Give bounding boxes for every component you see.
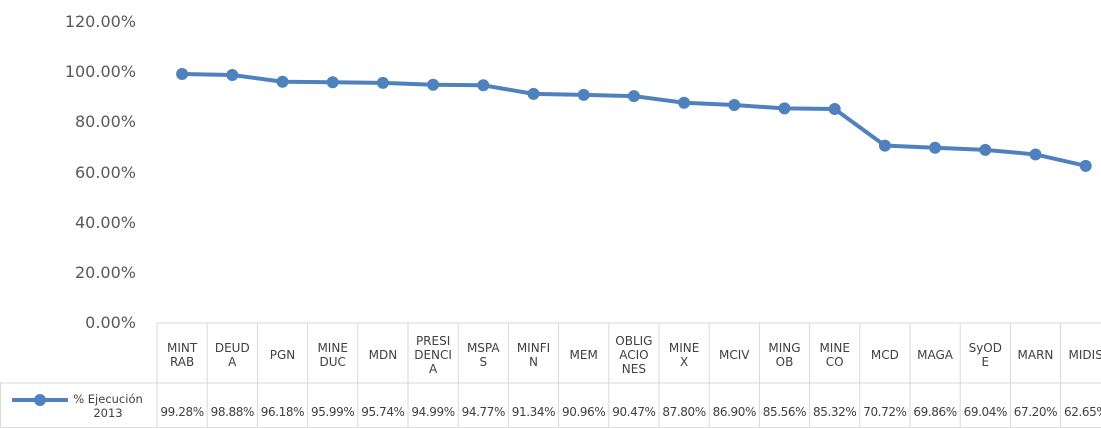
x-tick-label: SyODE [968, 341, 1002, 369]
data-label: 62.65% [1064, 405, 1101, 419]
marker [226, 68, 239, 81]
legend-key [34, 394, 46, 406]
data-label: 90.96% [562, 405, 606, 419]
y-tick-label: 20.00% [74, 262, 136, 282]
marker [376, 76, 389, 89]
marker [678, 96, 691, 109]
data-label: 96.18% [260, 405, 305, 419]
data-label: 94.77% [461, 405, 506, 419]
legend-label: % Ejecución 2013 [73, 392, 143, 420]
x-tick-label: MINFIN [516, 341, 551, 369]
y-tick-label: 40.00% [74, 212, 136, 232]
y-tick-label: 0.00% [85, 313, 136, 332]
marker [627, 90, 640, 103]
data-label: 91.34% [511, 405, 556, 419]
data-label: 87.80% [662, 405, 706, 419]
marker [477, 79, 490, 92]
y-tick-label: 100.00% [64, 62, 136, 82]
marker [527, 87, 540, 100]
x-tick-label: MDN [368, 348, 398, 362]
marker [577, 88, 590, 101]
data-label: 95.99% [311, 405, 355, 419]
x-tick-label: MARN [1017, 348, 1054, 362]
data-label: 70.72% [863, 405, 907, 419]
data-label: 85.32% [813, 405, 857, 419]
x-tick-label: MEM [569, 348, 598, 362]
x-tick-label: MCIV [719, 348, 750, 362]
data-label: 99.28% [160, 405, 204, 419]
data-label: 98.88% [210, 405, 255, 419]
marker [427, 78, 440, 91]
marker [176, 67, 189, 80]
x-tick-label: MAGA [917, 348, 954, 362]
data-label: 95.74% [361, 405, 405, 419]
data-label: 90.47% [612, 405, 656, 419]
x-tick-label: PGN [269, 348, 296, 362]
x-tick-label: MINTRAB [166, 341, 198, 369]
x-tick-label: OBLIGACIONES [615, 334, 653, 376]
x-tick-label: MSPAS [466, 341, 500, 369]
data-label: 85.56% [762, 405, 807, 419]
marker [828, 102, 841, 115]
x-tick-label: PRESIDENCIA [414, 334, 452, 376]
marker [778, 102, 791, 115]
marker [1029, 148, 1042, 161]
y-tick-label: 60.00% [74, 162, 136, 182]
x-tick-label: MINEDUC [317, 341, 348, 369]
marker [1079, 159, 1092, 172]
marker [929, 141, 942, 154]
marker [878, 139, 891, 152]
x-tick-label: MCD [870, 348, 899, 362]
marker [326, 76, 339, 89]
data-label: 69.86% [913, 405, 957, 419]
x-tick-label: MIDIS [1068, 348, 1101, 362]
data-label: 69.04% [963, 405, 1008, 419]
x-tick-label: MINECO [819, 341, 850, 369]
data-label: 86.90% [712, 405, 757, 419]
marker [728, 99, 741, 112]
x-tick-label: MINEX [668, 341, 700, 369]
data-label: 67.20% [1013, 405, 1058, 419]
y-tick-label: 80.00% [74, 112, 136, 132]
x-tick-label: MINGOB [768, 341, 801, 369]
data-label: 94.99% [411, 405, 455, 419]
marker [276, 75, 289, 88]
marker [979, 143, 992, 156]
series-line [182, 71, 1087, 168]
y-tick-label: 120.00% [64, 12, 136, 31]
x-tick-label: DEUDA [214, 341, 250, 369]
